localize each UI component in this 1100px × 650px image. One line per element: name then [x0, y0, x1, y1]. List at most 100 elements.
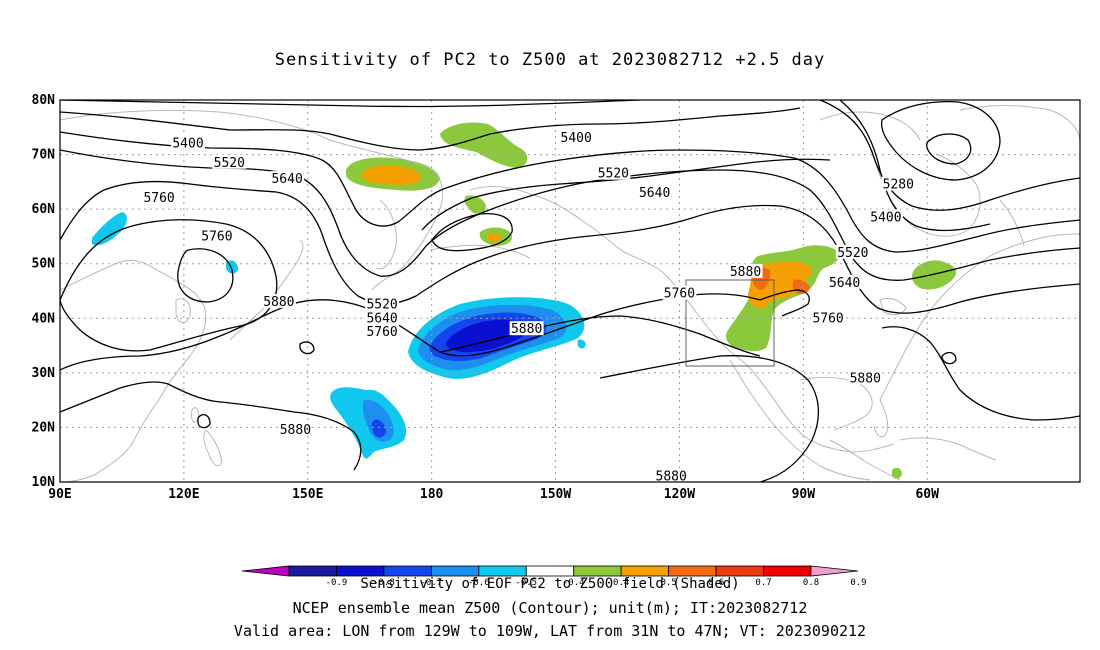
footer-line-2: Valid area: LON from 129W to 109W, LAT f… — [233, 622, 867, 640]
colorbar-tick-label: -0.9 — [326, 578, 348, 588]
shade-pos-gulf-core — [488, 233, 502, 242]
colorbar-segment — [573, 565, 622, 577]
coast-east-asia — [60, 260, 207, 482]
colorbar-tick-label: 0.6 — [708, 578, 724, 588]
contour-label-bg — [848, 370, 883, 385]
coast-philippines — [203, 429, 223, 467]
contour-label: 5400 — [870, 210, 901, 225]
shade-neg-small-3 — [577, 339, 586, 349]
colorbar-segment — [288, 565, 337, 577]
lon-label: 60W — [915, 487, 939, 502]
contour-label-bg — [811, 310, 846, 325]
contour-5880-alaska-wave — [759, 289, 810, 317]
coast-central-america — [829, 439, 901, 481]
contour-label: 5400 — [561, 131, 592, 146]
grid-lines — [60, 100, 1080, 482]
contour-label-bg — [199, 228, 234, 243]
lat-label: 20N — [32, 420, 56, 435]
colorbar-tick-label: -0.8 — [373, 578, 395, 588]
coast-aleutians — [429, 244, 531, 259]
shade-neg-asia-1 — [92, 212, 127, 246]
coast-gulf — [799, 376, 873, 431]
contour-5880-west — [60, 293, 761, 371]
sensitivity-shading — [92, 122, 957, 479]
contour-5760-asia-high-ring — [177, 248, 234, 303]
contour-5880-subtrop — [599, 355, 820, 482]
lat-label: 70N — [32, 148, 56, 163]
colorbar-tick-label: 0.5 — [661, 578, 677, 588]
contour-label: 5760 — [812, 311, 843, 326]
colorbar-segment — [525, 565, 575, 577]
contour-label-bg — [212, 154, 247, 169]
contour-label: 5880 — [730, 265, 761, 280]
colorbar-tick-label: 0.4 — [613, 578, 629, 588]
colorbar-tick-label: 0.9 — [850, 578, 866, 588]
contour-label-bg — [662, 285, 697, 300]
lat-label: 60N — [32, 202, 56, 217]
colorbar-tick-label: -0.5 — [515, 578, 537, 588]
coast-japan — [229, 239, 304, 341]
coast-korea — [175, 298, 191, 323]
contour-label: 5640 — [829, 276, 860, 291]
coast-florida — [873, 399, 889, 438]
lon-label: 150E — [292, 487, 323, 502]
coast-great-lakes — [879, 297, 907, 316]
lat-label: 30N — [32, 366, 56, 381]
contour-label: 5880 — [511, 322, 542, 337]
colorbar-tick-label: -0.7 — [421, 578, 443, 588]
lon-label: 90W — [792, 487, 816, 502]
lon-label: 90E — [48, 487, 71, 502]
colorbar-title: Sensitivity of EOF PC2 to Z500 field (Sh… — [360, 576, 740, 592]
colorbar-segment — [478, 565, 527, 577]
shade-pos-bering-core — [361, 165, 421, 185]
contour-label-bg — [171, 135, 206, 150]
contour-label: 5880 — [280, 423, 311, 438]
contour-label: 5520 — [598, 167, 629, 182]
longitude-labels: 90E 120E 150E 180 150W 120W 90W 60W — [48, 487, 939, 502]
contour-label-bg — [278, 422, 313, 437]
z500-contours — [60, 100, 1080, 482]
lon-label: 120E — [168, 487, 199, 502]
coast-arctic-islands — [819, 111, 921, 141]
shade-neg-subtropical-core — [371, 419, 386, 438]
contour-label-bg — [142, 190, 177, 205]
colorbar-segment — [668, 565, 717, 577]
latitude-labels: 80N 70N 60N 50N 40N 30N 20N 10N — [32, 93, 56, 490]
colorbar-segment — [620, 565, 670, 577]
shade-pos-alaska-tail — [464, 195, 486, 214]
coast-kamchatka — [375, 199, 397, 270]
colorbar-segment — [715, 565, 764, 577]
lat-label: 80N — [32, 93, 56, 108]
contour-label: 5880 — [263, 295, 294, 310]
footer-line-1: NCEP ensemble mean Z500 (Contour); unit(… — [292, 599, 808, 617]
contour-5280-lobe — [880, 100, 1001, 181]
valid-area-box — [685, 279, 775, 367]
contour-label: 5640 — [366, 311, 397, 326]
contour-label-bg — [596, 165, 631, 180]
contour-small-ring-1 — [299, 341, 315, 355]
colorbar: -0.9 -0.8 -0.7 -0.6 -0.5 -0.4 0.4 0.5 0.6 0.7 0.8 0… — [241, 565, 867, 588]
contour-label-bg — [559, 130, 594, 145]
map-title: Sensitivity of PC2 to Z500 at 2023082712… — [274, 50, 826, 70]
coast-siberia — [60, 109, 444, 291]
contour-label: 5400 — [172, 137, 203, 152]
contour-label: 5520 — [837, 246, 868, 261]
contour-label-bg — [509, 321, 544, 336]
contour-label-bg — [270, 171, 305, 186]
lon-label: 150W — [540, 487, 571, 502]
contour-5400-east — [819, 100, 1080, 211]
colorbar-segment — [336, 565, 385, 577]
lat-label: 40N — [32, 311, 56, 326]
contour-5880-southwest — [60, 381, 362, 471]
contour-5880-pacific — [439, 315, 761, 357]
contour-label-bg — [835, 244, 870, 259]
contour-label: 5640 — [271, 172, 302, 187]
contour-5880-east — [881, 326, 1080, 421]
contour-label: 5280 — [883, 178, 914, 193]
contour-label: 5520 — [214, 156, 245, 171]
colorbar-tick-label: 0.8 — [803, 578, 819, 588]
contour-label-bg — [365, 296, 400, 311]
coast-alaska — [469, 186, 895, 453]
colorbar-segment — [383, 565, 432, 577]
